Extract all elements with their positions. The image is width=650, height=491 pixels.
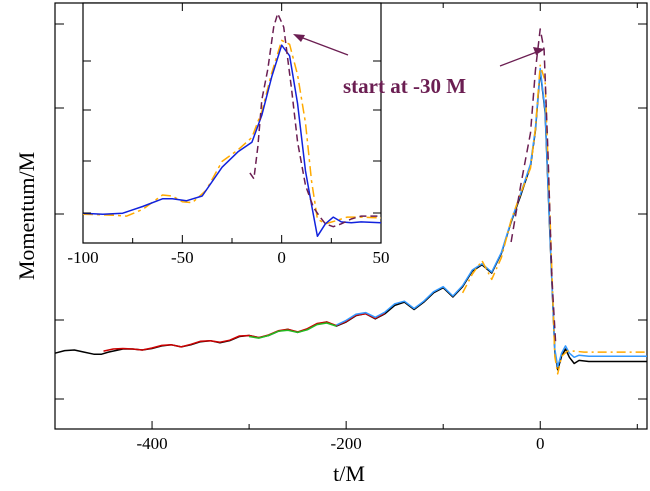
x-tick-label-1: -200 [331, 434, 362, 453]
annotation-arrow-main [499, 49, 543, 67]
inset-series-2 [249, 12, 381, 228]
inset-series-layer [82, 12, 382, 238]
inset-x-tick-label-1: -50 [171, 248, 194, 267]
inset-x-tick-label-3: 50 [373, 248, 390, 267]
inset-series-0 [82, 39, 382, 225]
annotation-arrow-inset [294, 34, 349, 56]
main-series-1 [103, 312, 386, 352]
main-series-4 [461, 64, 647, 375]
inset-series-1 [82, 44, 382, 238]
inset-x-tick-label-0: -100 [67, 248, 98, 267]
main-series-2 [248, 322, 337, 339]
main-series-layer [54, 28, 647, 375]
x-tick-label-0: -400 [136, 434, 167, 453]
main-series-5 [510, 28, 557, 346]
annotation-arrowhead-inset [293, 34, 305, 42]
inset-x-tick-label-2: 0 [277, 248, 286, 267]
y-axis-label: Momentum/M [14, 152, 39, 280]
inset-frame [82, 2, 382, 244]
annotation-arrowhead-main [533, 47, 545, 55]
inset-x-ticks: -100 -50 0 50 [67, 3, 390, 267]
main-series-3 [336, 67, 647, 368]
x-axis-label: t/M [333, 461, 365, 486]
annotation-arrows [293, 34, 545, 67]
x-tick-label-2: 0 [536, 434, 545, 453]
annotation-label: start at -30 M [343, 74, 466, 98]
